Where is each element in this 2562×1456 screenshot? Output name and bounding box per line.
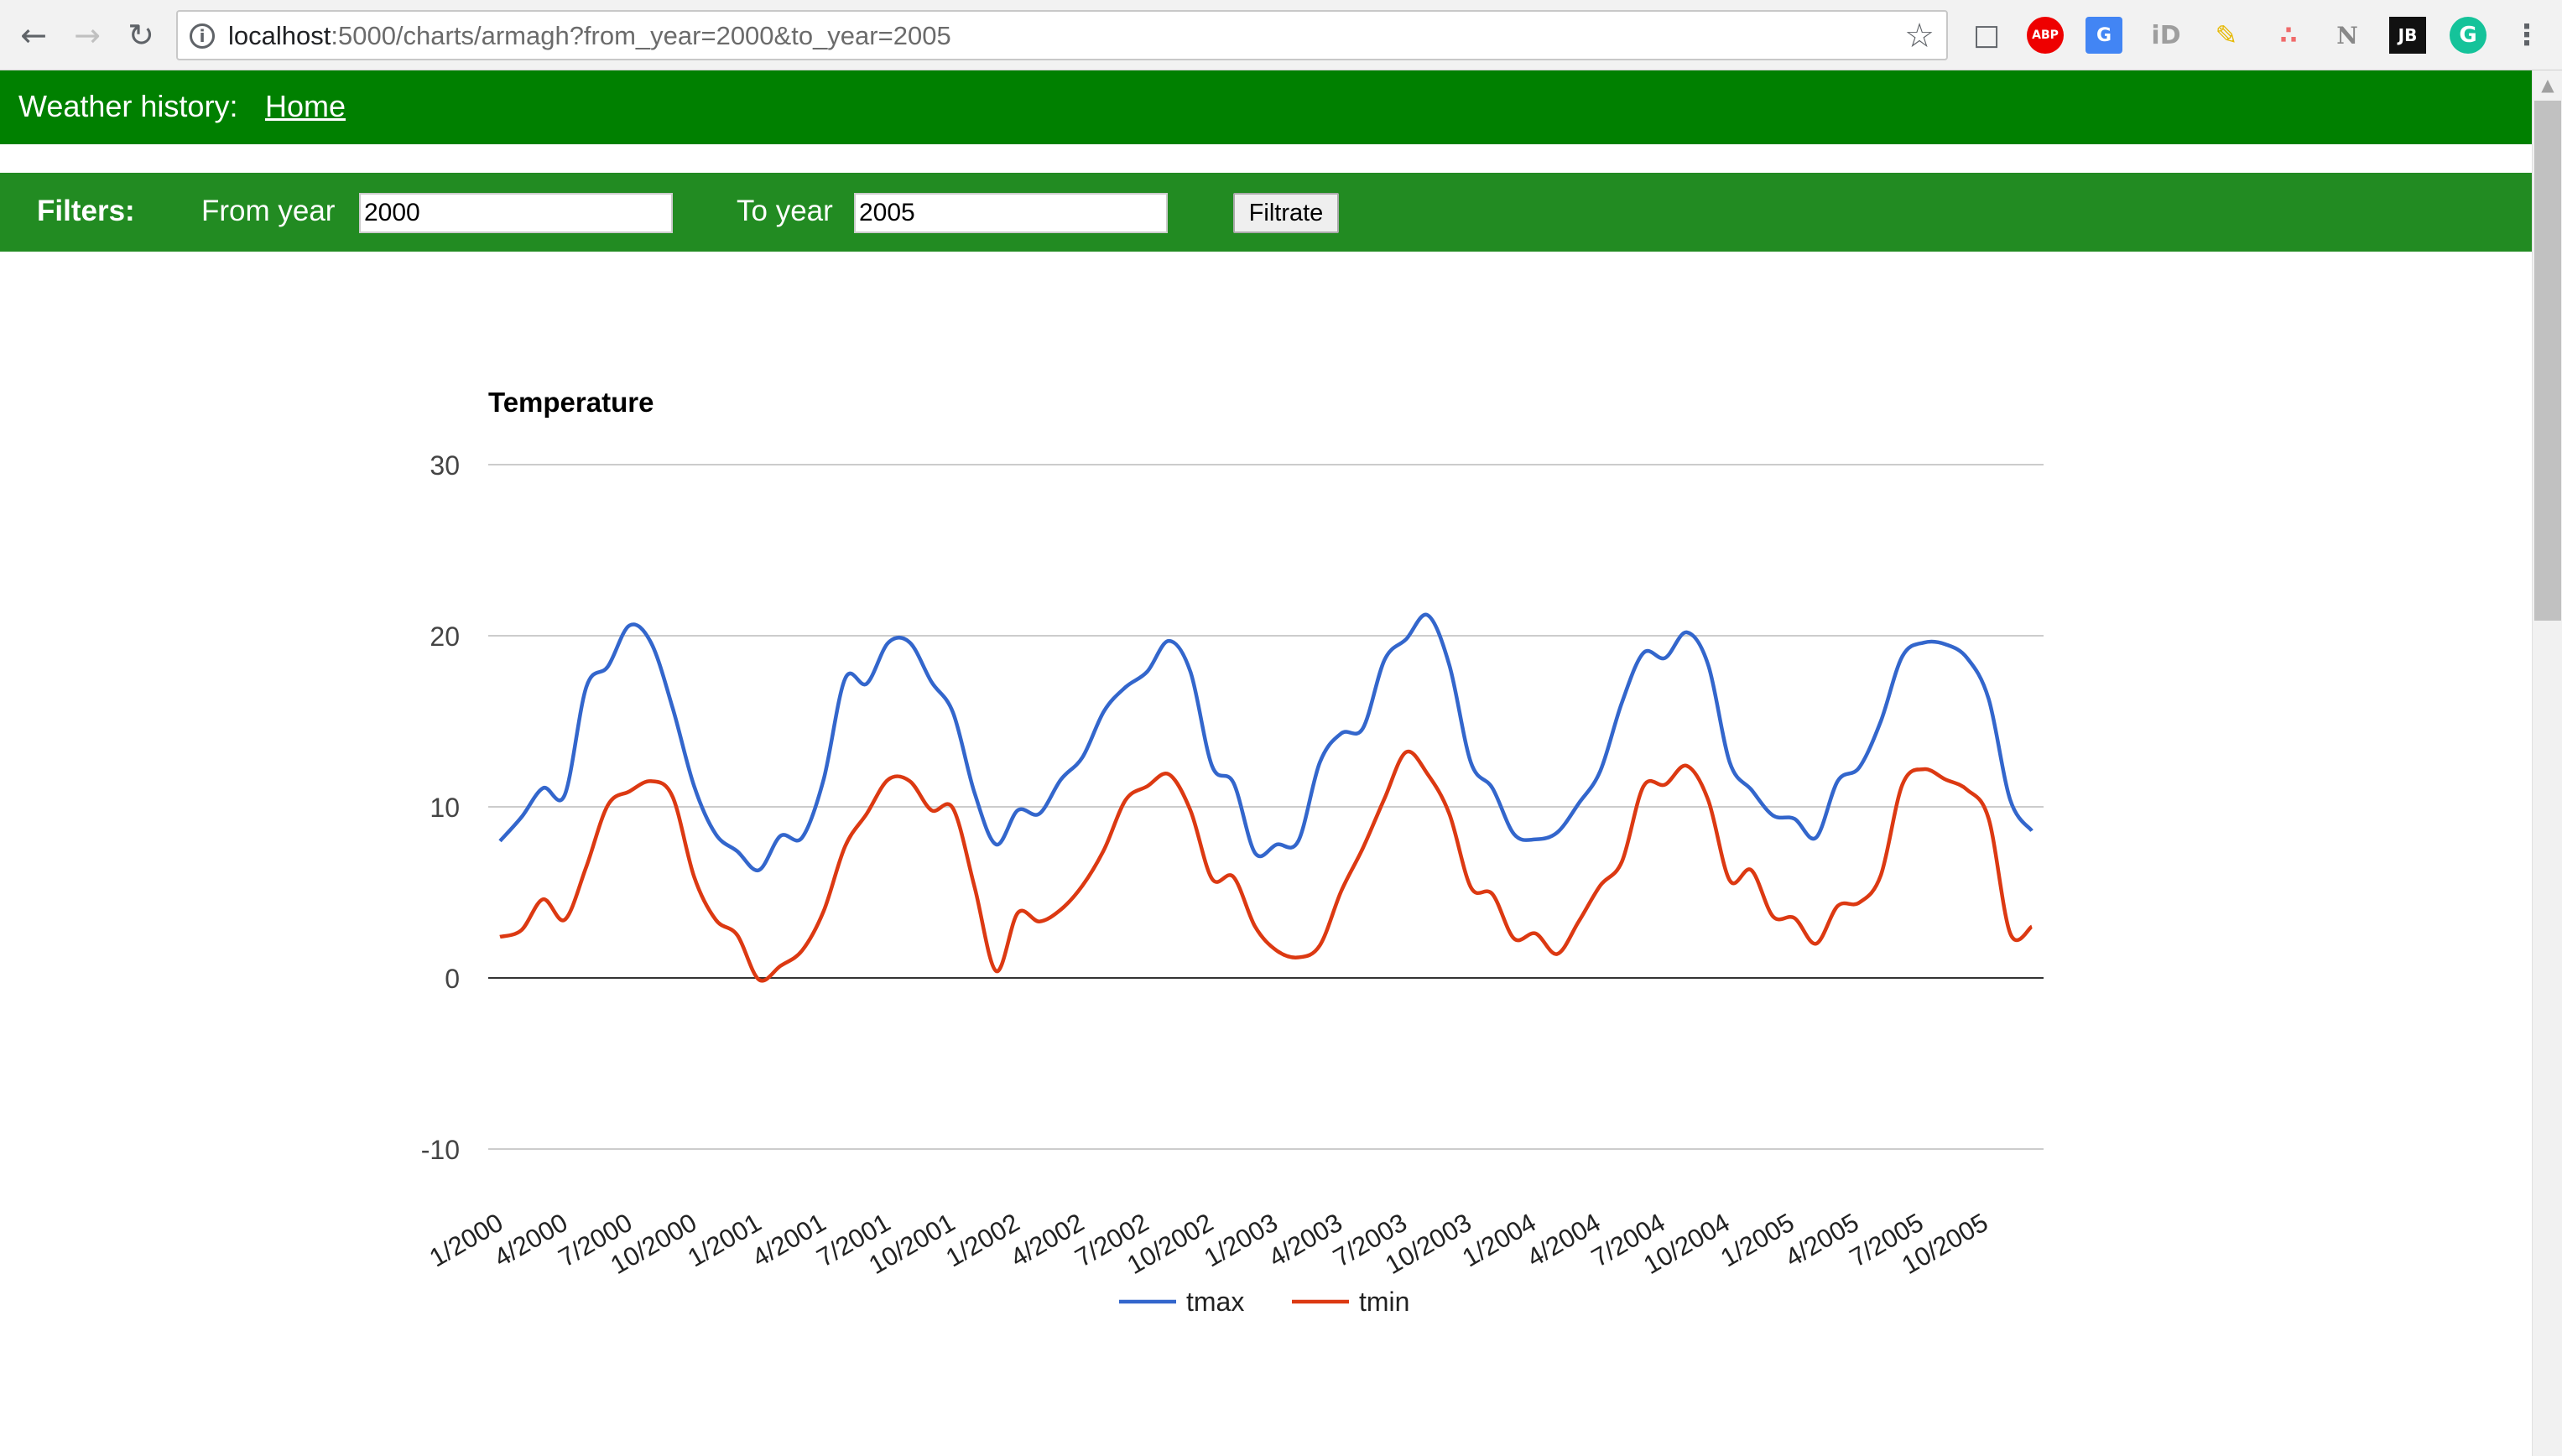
back-icon[interactable]: ← [20, 17, 47, 54]
x-tick-label: 1/2001 [683, 1208, 767, 1273]
legend-label-tmax: tmax [1186, 1287, 1244, 1317]
y-tick-label: 20 [430, 621, 460, 652]
x-tick-label: 1/2002 [941, 1208, 1025, 1273]
filtrate-button[interactable]: Filtrate [1233, 193, 1339, 233]
x-tick-label: 4/2004 [1522, 1208, 1606, 1273]
asana-icon[interactable]: ∴ [2279, 20, 2298, 50]
page-content: Weather history: Home Filters: From year… [0, 70, 2532, 1456]
address-bar[interactable]: i localhost:5000/charts/armagh?from_year… [176, 10, 1948, 60]
site-header: Weather history: Home [0, 70, 2532, 144]
url-path: :5000/charts/armagh?from_year=2000&to_ye… [331, 21, 951, 50]
to-year-label: To year [737, 195, 833, 227]
y-tick-label: 10 [430, 793, 460, 823]
x-tick-label: 1/2004 [1457, 1208, 1541, 1273]
filters-label: Filters: [37, 195, 135, 227]
x-tick-label: 1/2003 [1199, 1208, 1283, 1273]
browser-toolbar: ← → ↻ i localhost:5000/charts/armagh?fro… [0, 0, 2562, 70]
legend-label-tmin: tmin [1359, 1287, 1409, 1317]
url-text[interactable]: localhost:5000/charts/armagh?from_year=2… [228, 21, 951, 51]
home-link[interactable]: Home [265, 89, 346, 123]
from-year-input[interactable] [359, 193, 673, 233]
reload-icon[interactable]: ↻ [128, 17, 154, 54]
filter-bar: Filters: From year To year Filtrate [0, 173, 2532, 252]
star-icon[interactable]: ☆ [1904, 17, 1935, 55]
x-tick-label: 1/2005 [1716, 1208, 1799, 1273]
series-line-tmax [498, 612, 2033, 872]
y-tick-label: 0 [445, 964, 460, 994]
menu-icon[interactable]: ⋮ [2513, 18, 2541, 52]
chart-title: Temperature [488, 387, 654, 418]
x-tick-label: 4/2003 [1263, 1208, 1347, 1273]
y-tick-label: 30 [430, 450, 460, 481]
series-line-tmin [499, 749, 2033, 983]
forward-icon[interactable]: → [74, 17, 101, 54]
x-tick-label: 4/2001 [747, 1208, 831, 1273]
info-icon[interactable]: i [190, 23, 215, 49]
vertical-scrollbar[interactable]: ▲ [2532, 70, 2562, 1456]
x-tick-label: 4/2000 [489, 1208, 573, 1273]
jetbrains-icon[interactable]: JB [2389, 17, 2426, 54]
x-tick-label: 4/2002 [1005, 1208, 1089, 1273]
adblock-icon[interactable]: ABP [2027, 17, 2064, 54]
grammarly-icon[interactable]: G [2450, 17, 2486, 54]
x-tick-label: 4/2005 [1780, 1208, 1864, 1273]
site-title: Weather history: [18, 89, 238, 123]
cast-icon[interactable]: □ [1972, 18, 2001, 52]
from-year-label: From year [201, 195, 336, 227]
translate-icon[interactable]: G [2086, 17, 2122, 54]
x-tick-label: 1/2000 [424, 1208, 508, 1273]
scroll-thumb[interactable] [2534, 101, 2561, 621]
to-year-input[interactable] [854, 193, 1168, 233]
scroll-up-icon[interactable]: ▲ [2541, 75, 2554, 95]
id-icon[interactable]: iD [2151, 20, 2181, 50]
notion-icon[interactable]: N [2336, 21, 2358, 49]
y-tick-label: -10 [421, 1135, 460, 1165]
url-host: localhost [228, 21, 331, 50]
broom-icon[interactable]: ✎ [2215, 19, 2238, 51]
